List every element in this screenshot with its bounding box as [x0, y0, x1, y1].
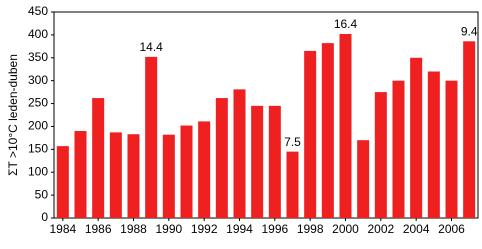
bar [392, 80, 405, 219]
x-tick-label: 2006 [438, 222, 465, 236]
bar [215, 98, 228, 218]
y-tick-label: 350 [28, 50, 48, 64]
bar [268, 105, 281, 218]
y-tick-label: 150 [28, 142, 48, 156]
bar [410, 57, 423, 219]
y-tick-label: 250 [28, 96, 48, 110]
bar [463, 41, 476, 219]
bar [74, 131, 87, 218]
x-tick-label: 2002 [367, 222, 394, 236]
x-tick-label: 2004 [403, 222, 430, 236]
x-tick-label: 1996 [261, 222, 288, 236]
x-tick-label: 2000 [332, 222, 359, 236]
bar [445, 80, 458, 219]
y-tick-label: 300 [28, 73, 48, 87]
bar [92, 98, 105, 218]
bar [286, 151, 299, 218]
x-tick-label: 1986 [85, 222, 112, 236]
bar [56, 146, 69, 218]
y-tick-label: 50 [35, 187, 49, 201]
bar [427, 71, 440, 218]
bar [198, 121, 211, 218]
x-tick-label: 1992 [191, 222, 218, 236]
bar [304, 50, 317, 219]
x-tick-label: 1984 [49, 222, 76, 236]
annotation: 9.4 [461, 24, 478, 38]
bar [357, 140, 370, 218]
plot-frame [53, 11, 479, 219]
bar [145, 56, 158, 219]
x-tick-label: 1998 [297, 222, 324, 236]
bar [233, 89, 246, 218]
chart: ΣT >10°C leden-duben 0 50 100 150 200 250 300 3… [6, 4, 479, 236]
x-tick-label: 1994 [226, 222, 253, 236]
y-axis-label: ΣT >10°C leden-duben [6, 54, 20, 176]
y-tick-label: 200 [28, 119, 48, 133]
y-tick-label: 450 [28, 4, 48, 18]
annotation: 7.5 [284, 135, 301, 149]
x-tick-label: 1988 [120, 222, 147, 236]
bar [127, 134, 140, 218]
bar [162, 134, 175, 218]
annotation: 14.4 [139, 40, 163, 54]
y-tick-label: 100 [28, 164, 48, 178]
x-tick-label: 1990 [155, 222, 182, 236]
bar [321, 43, 334, 218]
bar [339, 33, 352, 219]
bar [180, 125, 193, 218]
bar [109, 132, 122, 218]
y-tick-label: 400 [28, 27, 48, 41]
annotation: 16.4 [334, 17, 358, 31]
y-tick-label: 0 [41, 210, 48, 224]
bar [374, 92, 387, 218]
bar [251, 105, 264, 218]
